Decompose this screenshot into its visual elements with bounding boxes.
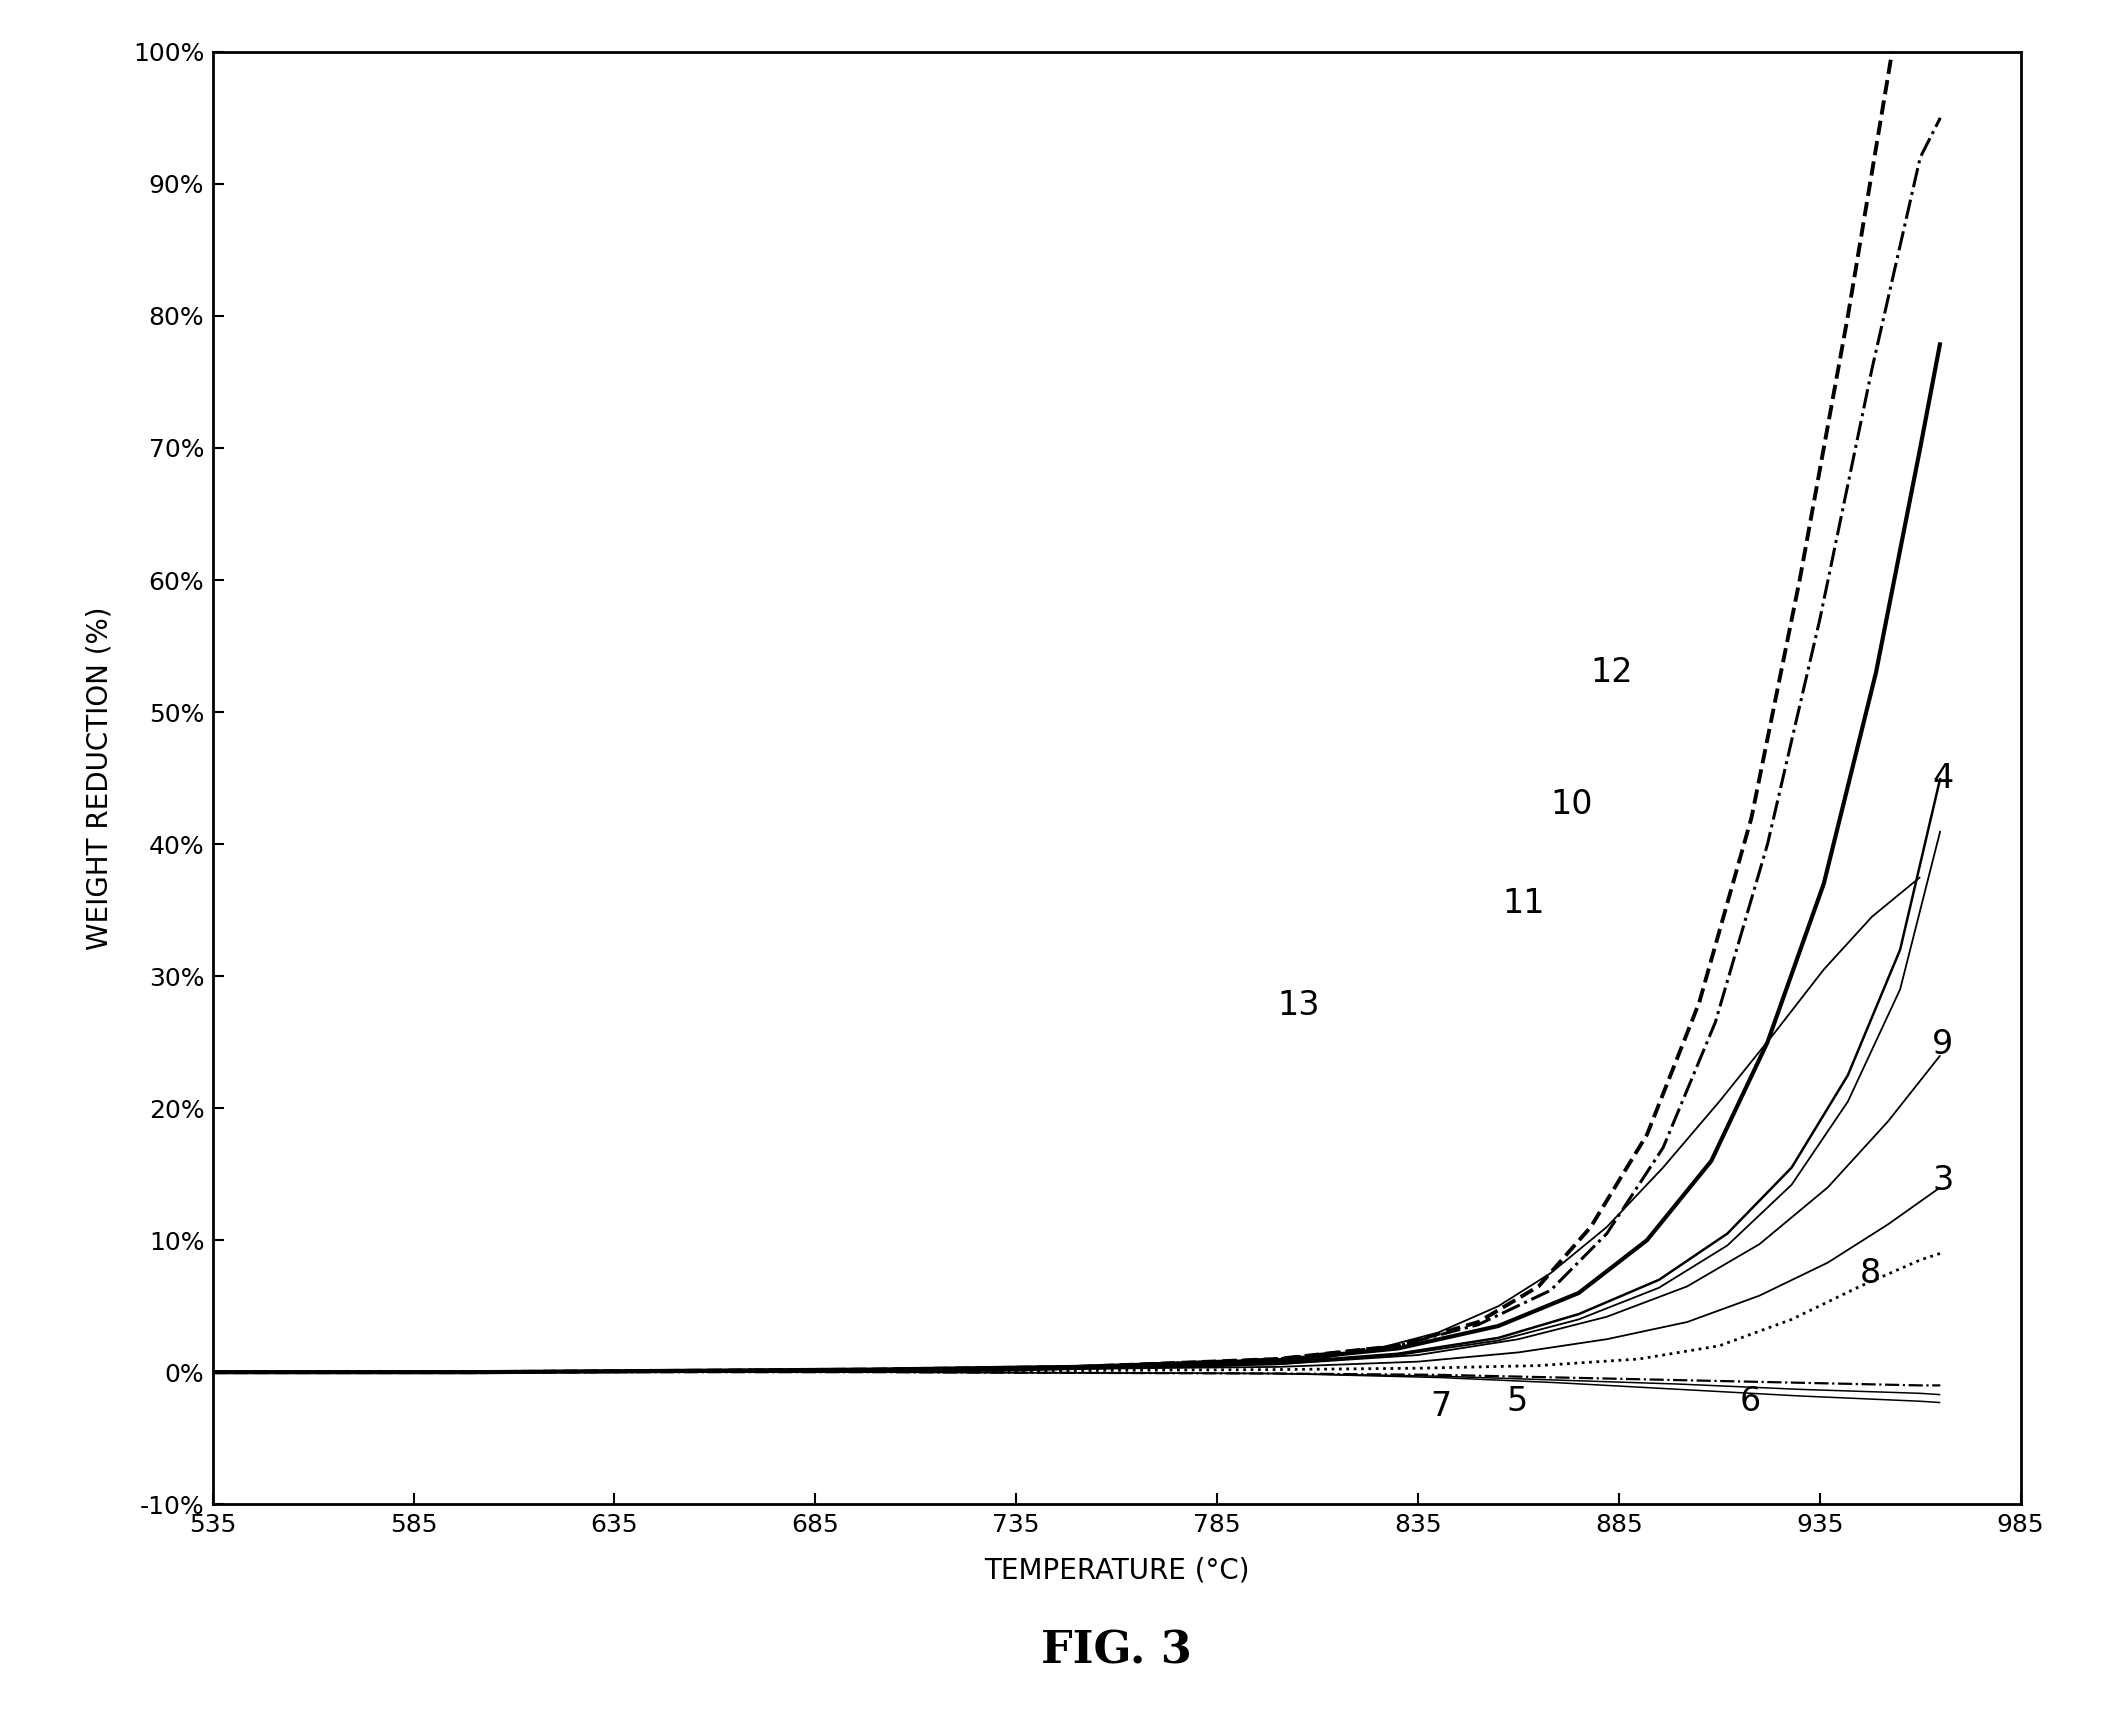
Text: 13: 13	[1278, 989, 1321, 1022]
Text: 7: 7	[1429, 1390, 1451, 1423]
Text: 6: 6	[1740, 1385, 1761, 1418]
Y-axis label: WEIGHT REDUCTION (%): WEIGHT REDUCTION (%)	[85, 607, 113, 949]
Text: 10: 10	[1551, 788, 1593, 821]
Text: 8: 8	[1859, 1257, 1880, 1290]
Text: 11: 11	[1502, 887, 1544, 920]
Text: 12: 12	[1591, 655, 1634, 688]
X-axis label: TEMPERATURE (°C): TEMPERATURE (°C)	[985, 1556, 1249, 1584]
Text: FIG. 3: FIG. 3	[1042, 1630, 1191, 1672]
Text: 9: 9	[1931, 1029, 1953, 1062]
Text: 4: 4	[1931, 761, 1953, 795]
Text: 5: 5	[1506, 1385, 1527, 1418]
Text: 3: 3	[1931, 1164, 1953, 1196]
